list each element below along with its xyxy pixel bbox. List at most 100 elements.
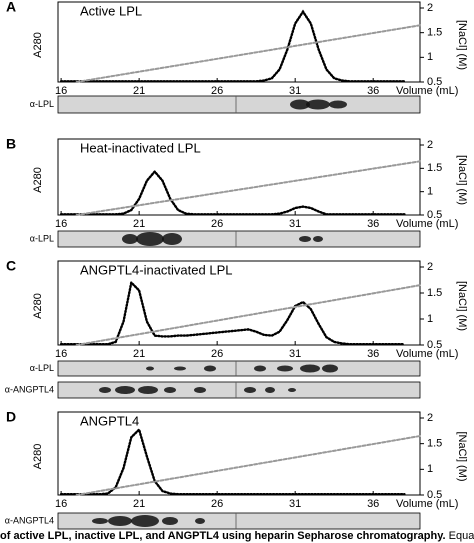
y2-tick-label: 2: [427, 2, 433, 14]
caption: of active LPL, inactive LPL, and ANGPTL4…: [0, 530, 474, 542]
panel-letter: C: [6, 258, 16, 274]
y-axis-label: A280: [32, 32, 44, 58]
blot-band: [136, 232, 164, 246]
panel-letter: B: [6, 136, 16, 152]
blot-band: [300, 364, 320, 373]
gradient-line: [75, 284, 421, 346]
blot-strip: [57, 230, 421, 248]
blot-label: α-ANGPTL4: [5, 384, 54, 394]
y2-tick-label: 1: [427, 51, 433, 63]
blot-band: [174, 366, 186, 371]
y-axis-label: A280: [32, 293, 44, 319]
y2-tick-label: 1.5: [427, 162, 442, 174]
absorbance-trace: [59, 280, 406, 346]
x-tick-label: 16: [55, 348, 67, 360]
blot-band: [288, 388, 296, 392]
blot-label: α-LPL: [30, 363, 54, 373]
gradient-line: [75, 24, 421, 83]
blot-band: [195, 518, 205, 524]
panel-letter: D: [6, 409, 16, 425]
blot-band: [306, 99, 330, 110]
x-tick-label: 26: [211, 498, 223, 510]
absorbance-trace: [59, 427, 406, 496]
y2-tick-label: 1.5: [427, 287, 442, 299]
blot-band: [138, 386, 158, 394]
x-axis-label: Volume (mL): [396, 85, 458, 97]
blot-strip: [57, 360, 421, 377]
y2-tick-label: 0.5: [427, 76, 442, 88]
panel-letter: A: [6, 0, 16, 15]
x-tick-label: 36: [367, 85, 379, 97]
x-axis-label: Volume (mL): [396, 218, 458, 230]
y2-tick-label: 1: [427, 313, 433, 325]
y2-tick-label: 1.5: [427, 27, 442, 39]
blot-band: [265, 387, 275, 393]
x-tick-label: 36: [367, 348, 379, 360]
x-tick-label: 16: [55, 218, 67, 230]
y2-tick-label: 1.5: [427, 438, 442, 450]
blot-band: [204, 365, 216, 372]
x-tick-label: 21: [133, 218, 145, 230]
y2-tick-label: 2: [427, 139, 433, 151]
caption-rest: Equal amounts: [446, 530, 474, 542]
blot-strip: [57, 381, 421, 399]
blot-band: [329, 100, 347, 109]
y2-tick-label: 2: [427, 412, 433, 424]
blot-band: [146, 366, 154, 371]
plot-frame: [57, 260, 421, 346]
blot-band: [290, 99, 310, 110]
x-tick-label: 31: [289, 498, 301, 510]
blot-band: [322, 364, 338, 373]
y2-tick-label: 1: [427, 463, 433, 475]
blot-band: [244, 387, 256, 393]
blot-band: [162, 517, 178, 525]
y2-axis-label: [NaCl] (M): [456, 155, 468, 205]
y2-axis-label: [NaCl] (M): [456, 281, 468, 331]
x-axis-label: Volume (mL): [396, 498, 458, 510]
blot-band: [299, 236, 311, 242]
gradient-line: [75, 435, 421, 496]
blot-strip: [57, 95, 421, 114]
y2-tick-label: 0.5: [427, 339, 442, 351]
panel-title: ANGPTL4-inactivated LPL: [80, 262, 232, 277]
blot-band: [254, 365, 266, 372]
panel-title: Active LPL: [80, 3, 142, 18]
x-tick-label: 31: [289, 218, 301, 230]
blot-band: [99, 387, 111, 393]
y2-axis-label: [NaCl] (M): [456, 20, 468, 70]
blot-band: [313, 236, 323, 242]
blot-band: [122, 234, 138, 244]
x-tick-label: 26: [211, 218, 223, 230]
x-tick-label: 26: [211, 85, 223, 97]
x-axis-label: Volume (mL): [396, 348, 458, 360]
x-tick-label: 26: [211, 348, 223, 360]
blot-band: [162, 233, 182, 245]
x-tick-label: 21: [133, 85, 145, 97]
x-tick-label: 31: [289, 348, 301, 360]
blot-band: [131, 515, 159, 527]
blot-band: [92, 518, 108, 524]
x-tick-label: 21: [133, 498, 145, 510]
panel-title: Heat-inactivated LPL: [80, 140, 201, 155]
gradient-line: [75, 160, 421, 216]
blot-band: [164, 387, 176, 393]
absorbance-trace: [59, 9, 406, 83]
blot-band: [108, 516, 132, 526]
blot-label: α-LPL: [30, 99, 54, 109]
blot-band: [277, 365, 293, 372]
y-axis-label: A280: [32, 444, 44, 470]
y2-tick-label: 1: [427, 186, 433, 198]
x-tick-label: 31: [289, 85, 301, 97]
y2-tick-label: 0.5: [427, 209, 442, 221]
x-tick-label: 36: [367, 218, 379, 230]
x-tick-label: 21: [133, 348, 145, 360]
absorbance-trace: [59, 169, 406, 216]
blot-band: [194, 387, 206, 393]
panel-title: ANGPTL4: [80, 413, 139, 428]
y2-axis-label: [NaCl] (M): [456, 431, 468, 481]
caption-bold: of active LPL, inactive LPL, and ANGPTL4…: [0, 530, 446, 542]
x-tick-label: 36: [367, 498, 379, 510]
y-axis-label: A280: [32, 167, 44, 193]
x-tick-label: 16: [55, 498, 67, 510]
